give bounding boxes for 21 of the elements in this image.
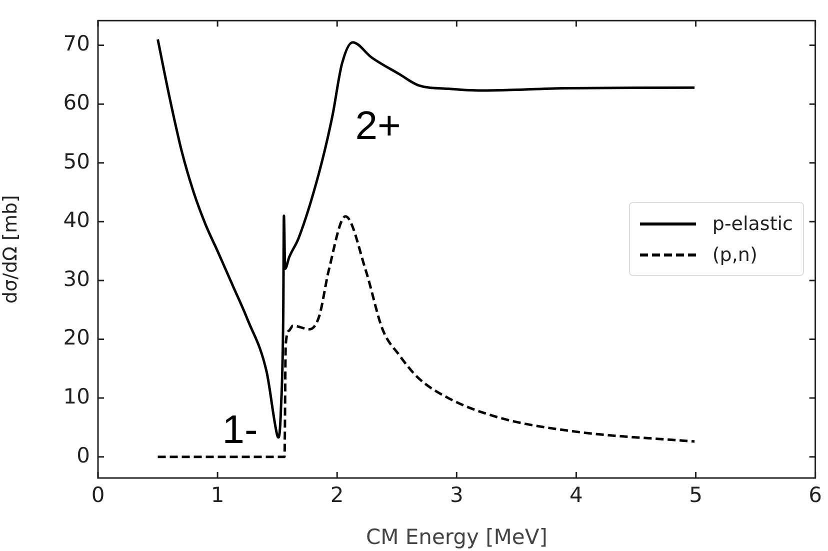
- y-tick-label: 20: [63, 326, 90, 350]
- x-axis-title: CM Energy [MeV]: [366, 524, 548, 549]
- x-tick-label: 4: [570, 483, 583, 508]
- y-tick-label: 60: [63, 90, 90, 115]
- x-tick-label: 6: [808, 483, 822, 508]
- x-tick-label: 1: [210, 483, 224, 508]
- y-axis-title: dσ/dΩ [mb]: [0, 195, 22, 304]
- annotation: 2+: [355, 104, 401, 148]
- x-tick-label: 2: [330, 483, 344, 508]
- legend-label: p-elastic: [712, 212, 793, 234]
- y-tick-label: 50: [63, 149, 90, 174]
- annotation: 1-: [222, 408, 258, 452]
- y-tick-label: 70: [63, 32, 90, 56]
- y-tick-label: 40: [63, 208, 90, 232]
- y-tick-label: 10: [63, 384, 90, 408]
- x-tick-label: 0: [91, 483, 105, 508]
- y-tick-label: 30: [63, 266, 90, 291]
- x-tick-label: 5: [689, 483, 702, 508]
- legend-label: (p,n): [712, 244, 758, 266]
- y-tick-label: 0: [76, 443, 90, 468]
- x-tick-label: 3: [450, 483, 464, 508]
